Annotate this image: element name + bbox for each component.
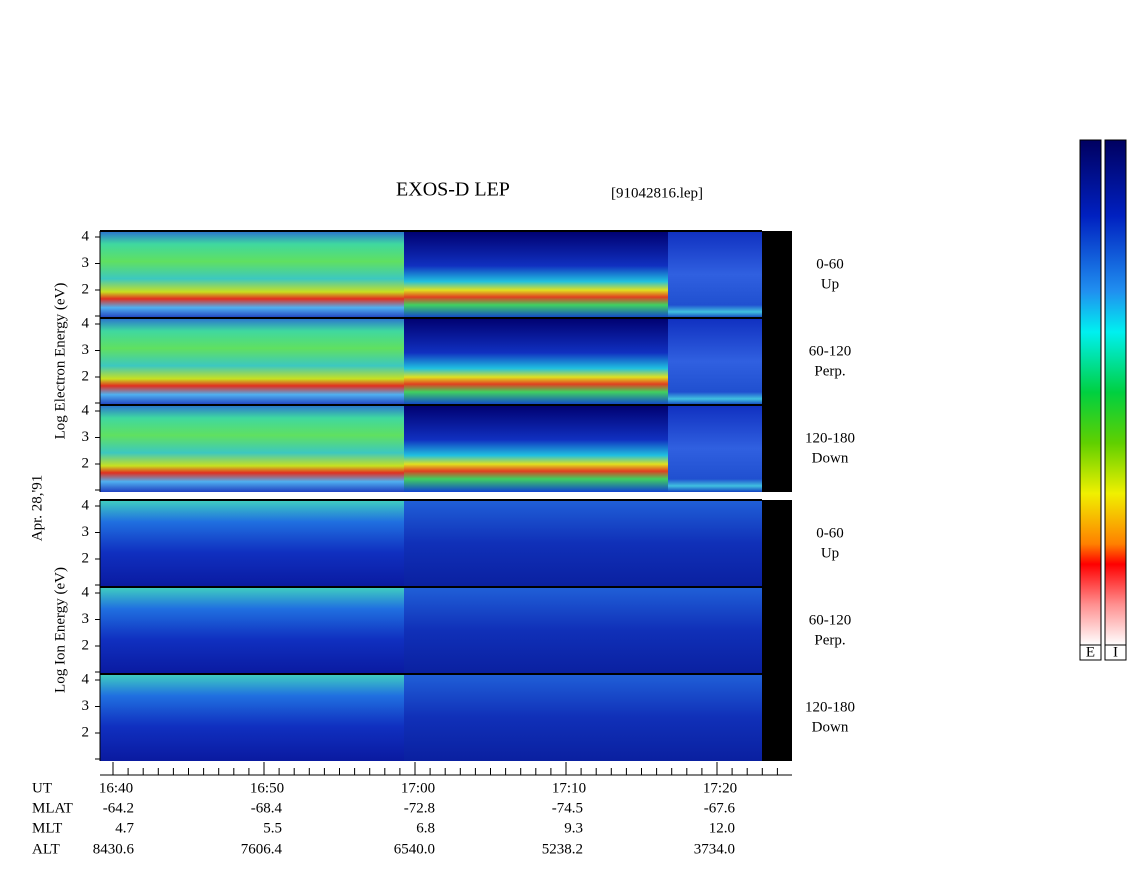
cell: 12.0 bbox=[709, 820, 735, 836]
colorbar-label-box bbox=[1079, 644, 1102, 661]
spectrogram bbox=[100, 318, 404, 405]
y-tick-label: 4 bbox=[82, 671, 90, 687]
panel-direction: Up bbox=[821, 276, 839, 292]
time-label: 16:50 bbox=[250, 780, 284, 796]
row-label: MLAT bbox=[32, 800, 73, 816]
spectrogram bbox=[100, 587, 404, 674]
spectrogram bbox=[668, 587, 762, 674]
y-tick-label: 3 bbox=[82, 342, 90, 358]
y-tick-label: 4 bbox=[82, 584, 90, 600]
cell: -74.5 bbox=[552, 800, 583, 816]
y-tick-label: 3 bbox=[82, 429, 90, 445]
y-tick-label: 2 bbox=[82, 455, 90, 471]
time-label: 17:10 bbox=[552, 780, 586, 796]
spectrogram bbox=[668, 500, 762, 587]
no-data bbox=[762, 231, 792, 318]
cell: -72.8 bbox=[404, 800, 435, 816]
panel-direction: Perp. bbox=[814, 632, 845, 648]
spectrogram bbox=[668, 405, 762, 492]
y-tick-label: 2 bbox=[82, 281, 90, 297]
panel-range: 120-180 bbox=[805, 699, 855, 715]
y-tick-label: 3 bbox=[82, 524, 90, 540]
no-data bbox=[762, 318, 792, 405]
no-data bbox=[762, 500, 792, 587]
cell: -68.4 bbox=[251, 800, 283, 816]
panel-range: 60-120 bbox=[809, 343, 852, 359]
panel-direction: Perp. bbox=[814, 363, 845, 379]
cell: 7606.4 bbox=[241, 841, 283, 857]
spectrogram bbox=[100, 500, 404, 587]
row-label: UT bbox=[32, 780, 52, 796]
time-label: 16:40 bbox=[99, 780, 133, 796]
colorbar-label: E bbox=[1086, 644, 1095, 660]
spectrogram bbox=[404, 405, 668, 492]
y-tick-label: 4 bbox=[82, 497, 90, 513]
y-tick-label: 2 bbox=[82, 637, 90, 653]
panel-direction: Down bbox=[812, 450, 849, 466]
cell: 5238.2 bbox=[542, 841, 583, 857]
spectrogram bbox=[404, 318, 668, 405]
y-tick-label: 3 bbox=[82, 698, 90, 714]
spectrogram bbox=[100, 674, 404, 761]
cell: -64.2 bbox=[103, 800, 134, 816]
row-label: MLT bbox=[32, 820, 62, 836]
y-tick-label: 3 bbox=[82, 255, 90, 271]
y-tick-label: 3 bbox=[82, 611, 90, 627]
colorbar-label-box bbox=[1104, 644, 1127, 661]
spectrogram bbox=[404, 587, 668, 674]
spectrogram bbox=[668, 231, 762, 318]
file-name: [91042816.lep] bbox=[611, 185, 703, 201]
spectrogram bbox=[668, 674, 762, 761]
axis-label: Log Ion Energy (eV) bbox=[52, 567, 68, 693]
spectrogram bbox=[404, 674, 668, 761]
no-data bbox=[762, 587, 792, 674]
panel-range: 0-60 bbox=[816, 525, 844, 541]
cell: -67.6 bbox=[704, 800, 736, 816]
panel-range: 0-60 bbox=[816, 256, 844, 272]
y-tick-label: 4 bbox=[82, 228, 90, 244]
cell: 4.7 bbox=[115, 820, 134, 836]
row-label: ALT bbox=[32, 841, 60, 857]
panel-range: 120-180 bbox=[805, 430, 855, 446]
cell: 6.8 bbox=[416, 820, 435, 836]
panel-direction: Down bbox=[812, 719, 849, 735]
y-tick-label: 2 bbox=[82, 368, 90, 384]
time-label: 17:20 bbox=[703, 780, 737, 796]
spectrogram bbox=[100, 405, 404, 492]
cell: 9.3 bbox=[564, 820, 583, 836]
no-data bbox=[762, 405, 792, 492]
colorbar-label: I bbox=[1113, 644, 1118, 660]
spectrogram bbox=[404, 500, 668, 587]
colorbar bbox=[1079, 139, 1102, 646]
colorbars bbox=[1079, 139, 1127, 661]
date-label: Apr. 28,'91 bbox=[29, 475, 45, 541]
axis-label: Log Electron Energy (eV) bbox=[52, 283, 68, 440]
y-tick-label: 4 bbox=[82, 315, 90, 331]
time-label: 17:00 bbox=[401, 780, 435, 796]
y-tick-label: 4 bbox=[82, 402, 90, 418]
panel-range: 60-120 bbox=[809, 612, 852, 628]
cell: 5.5 bbox=[263, 820, 282, 836]
no-data bbox=[762, 674, 792, 761]
title: EXOS-D LEP bbox=[396, 179, 510, 201]
spectrogram bbox=[404, 231, 668, 318]
y-tick-label: 2 bbox=[82, 724, 90, 740]
cell: 6540.0 bbox=[394, 841, 435, 857]
cell: 3734.0 bbox=[694, 841, 735, 857]
y-tick-label: 2 bbox=[82, 550, 90, 566]
colorbar bbox=[1104, 139, 1127, 646]
cell: 8430.6 bbox=[93, 841, 135, 857]
spectrogram bbox=[668, 318, 762, 405]
panel-direction: Up bbox=[821, 545, 839, 561]
spectrogram bbox=[100, 231, 404, 318]
